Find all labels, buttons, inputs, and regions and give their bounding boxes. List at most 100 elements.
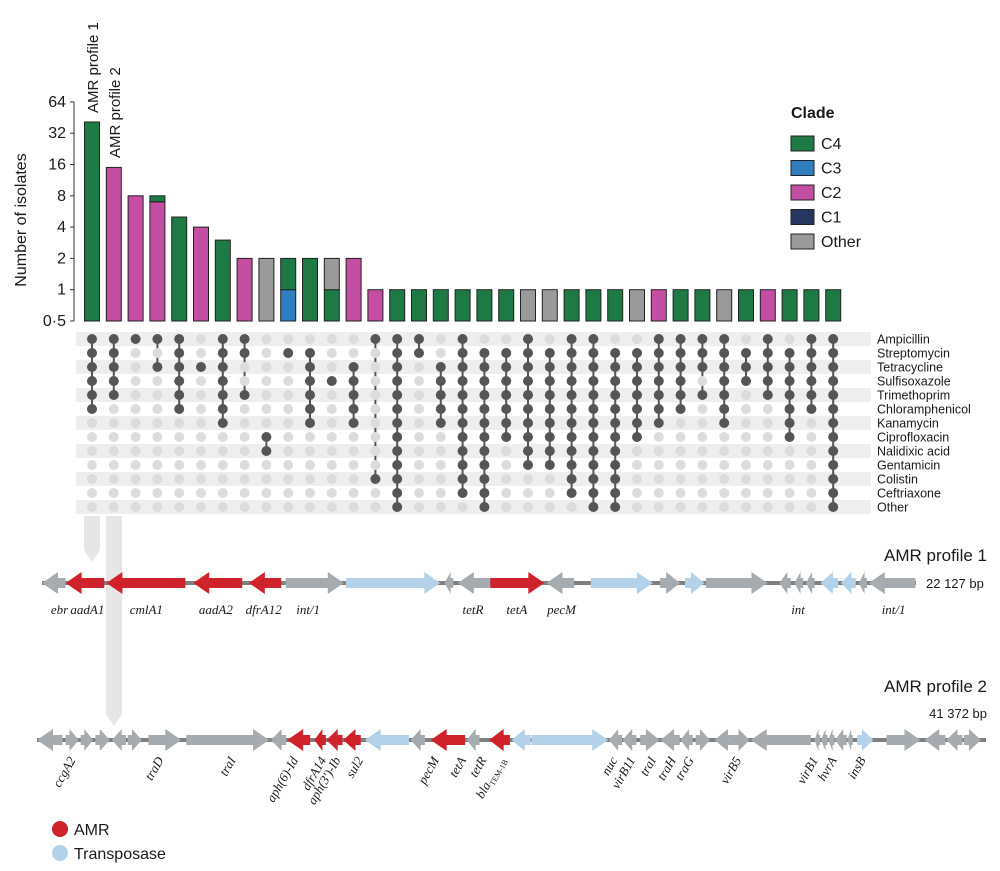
dot-empty bbox=[348, 432, 359, 442]
dot-empty bbox=[501, 502, 512, 512]
dot-empty bbox=[130, 474, 141, 484]
dot-filled bbox=[392, 446, 403, 456]
bar-segment-c4 bbox=[803, 289, 820, 322]
y-axis-ticks: 0·5 1 2 4 8 16 32 64 bbox=[43, 94, 75, 330]
bar-22 bbox=[541, 289, 558, 322]
legend-label-c4: C4 bbox=[821, 136, 842, 153]
dot-empty bbox=[283, 446, 294, 456]
bar-30 bbox=[716, 289, 733, 322]
dot-empty bbox=[697, 460, 708, 470]
gene-arrow-gene bbox=[963, 729, 982, 751]
dot-empty bbox=[174, 446, 185, 456]
dot-filled bbox=[457, 404, 468, 414]
gene-arrow-transposase bbox=[364, 729, 410, 751]
dot-filled bbox=[762, 376, 773, 386]
dot-empty bbox=[370, 488, 381, 498]
dot-filled bbox=[370, 474, 381, 484]
dot-empty bbox=[305, 474, 315, 484]
dot-filled bbox=[501, 390, 512, 400]
dot-empty bbox=[348, 460, 359, 470]
dot-empty bbox=[217, 488, 228, 498]
dot-empty bbox=[283, 362, 294, 372]
dot-column-3 bbox=[130, 334, 141, 512]
dot-empty bbox=[348, 474, 359, 484]
dot-filled bbox=[632, 404, 642, 414]
dot-filled bbox=[152, 334, 163, 344]
dot-empty bbox=[741, 334, 751, 344]
dot-filled bbox=[457, 474, 468, 484]
dot-filled bbox=[108, 376, 119, 386]
dot-empty bbox=[806, 474, 817, 484]
gene-arrow-gene bbox=[127, 729, 142, 751]
dot-column-26 bbox=[632, 334, 642, 512]
category-label: Ciprofloxacin bbox=[877, 431, 949, 445]
dot-filled bbox=[87, 390, 97, 400]
dot-filled bbox=[610, 404, 621, 414]
dot-empty bbox=[261, 376, 272, 386]
dot-filled bbox=[566, 432, 577, 442]
dot-column-32 bbox=[762, 334, 773, 512]
dot-empty bbox=[370, 362, 381, 372]
dot-empty bbox=[130, 460, 141, 470]
dot-empty bbox=[326, 460, 337, 470]
dot-empty bbox=[196, 502, 206, 512]
dot-empty bbox=[196, 348, 206, 358]
dot-filled bbox=[610, 460, 621, 470]
bar-29 bbox=[694, 289, 711, 322]
dot-filled bbox=[326, 376, 337, 386]
row-band bbox=[76, 416, 871, 430]
dot-filled bbox=[130, 334, 141, 344]
dot-filled bbox=[675, 376, 686, 386]
gene-label: dfrA12 bbox=[246, 602, 283, 617]
gene-label: tetR bbox=[462, 602, 483, 617]
dot-empty bbox=[544, 474, 555, 484]
dot-empty bbox=[196, 432, 206, 442]
dot-filled bbox=[457, 460, 468, 470]
dot-filled bbox=[784, 362, 795, 372]
dot-filled bbox=[566, 460, 577, 470]
dot-filled bbox=[544, 460, 555, 470]
dot-empty bbox=[784, 446, 795, 456]
dot-empty bbox=[719, 502, 730, 512]
dot-empty bbox=[108, 488, 119, 498]
dot-empty bbox=[108, 474, 119, 484]
map-legend: AMR Transposase bbox=[52, 821, 166, 863]
dot-filled bbox=[610, 502, 621, 512]
dot-filled bbox=[479, 502, 490, 512]
dot-empty bbox=[697, 446, 708, 456]
dot-empty bbox=[196, 446, 206, 456]
dot-empty bbox=[632, 502, 642, 512]
dot-filled bbox=[632, 348, 642, 358]
legend-items: C4 C3 C2 C1 Other bbox=[790, 135, 862, 251]
dot-empty bbox=[326, 446, 337, 456]
dot-empty bbox=[130, 404, 141, 414]
dot-filled bbox=[305, 390, 315, 400]
bar-segment-other bbox=[541, 289, 558, 322]
dot-empty bbox=[784, 488, 795, 498]
dot-filled bbox=[501, 404, 512, 414]
dot-filled bbox=[610, 488, 621, 498]
dot-empty bbox=[566, 502, 577, 512]
dot-filled bbox=[87, 334, 97, 344]
dot-empty bbox=[806, 460, 817, 470]
dot-filled bbox=[348, 390, 359, 400]
dot-filled bbox=[588, 418, 599, 428]
dot-empty bbox=[741, 474, 751, 484]
profile-connectors bbox=[84, 516, 122, 726]
dot-empty bbox=[152, 460, 163, 470]
gene-arrow-transposase bbox=[684, 572, 705, 594]
dot-filled bbox=[174, 334, 185, 344]
dot-empty bbox=[675, 446, 686, 456]
dot-filled bbox=[653, 404, 664, 414]
dot-column-25 bbox=[610, 334, 621, 512]
dot-empty bbox=[174, 418, 185, 428]
dot-empty bbox=[414, 390, 424, 400]
dot-empty bbox=[196, 474, 206, 484]
dot-filled bbox=[653, 418, 664, 428]
dot-empty bbox=[348, 446, 359, 456]
dot-filled bbox=[392, 404, 403, 414]
dot-empty bbox=[741, 418, 751, 428]
gene-arrow-gene bbox=[680, 729, 693, 751]
dot-filled bbox=[305, 348, 315, 358]
bar-16 bbox=[411, 289, 427, 322]
